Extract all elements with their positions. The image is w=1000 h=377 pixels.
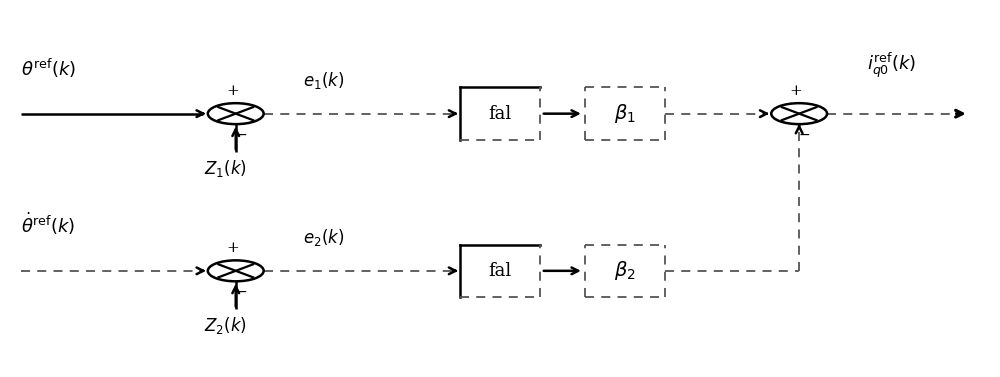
- Text: fal: fal: [488, 262, 512, 280]
- Text: $\beta_1$: $\beta_1$: [614, 102, 636, 125]
- Text: $Z_2(k)$: $Z_2(k)$: [204, 315, 247, 336]
- Circle shape: [771, 103, 827, 124]
- Text: $-$: $-$: [235, 127, 247, 141]
- Text: $\beta_2$: $\beta_2$: [614, 259, 636, 282]
- Text: +: +: [226, 242, 239, 256]
- Text: $\dot{\theta}^{\mathrm{ref}}(k)$: $\dot{\theta}^{\mathrm{ref}}(k)$: [21, 211, 75, 237]
- Circle shape: [208, 103, 264, 124]
- Text: $\theta^{\mathrm{ref}}(k)$: $\theta^{\mathrm{ref}}(k)$: [21, 57, 76, 80]
- Text: +: +: [226, 84, 239, 98]
- Text: $-$: $-$: [235, 284, 247, 298]
- Text: $e_1(k)$: $e_1(k)$: [303, 70, 344, 91]
- Text: $-$: $-$: [798, 127, 810, 141]
- Text: $i_{q0}^{\mathrm{ref}}(k)$: $i_{q0}^{\mathrm{ref}}(k)$: [867, 51, 916, 80]
- Text: +: +: [790, 84, 803, 98]
- Text: $Z_1(k)$: $Z_1(k)$: [204, 158, 247, 179]
- Text: fal: fal: [488, 105, 512, 123]
- Circle shape: [208, 261, 264, 281]
- Text: $e_2(k)$: $e_2(k)$: [303, 227, 344, 248]
